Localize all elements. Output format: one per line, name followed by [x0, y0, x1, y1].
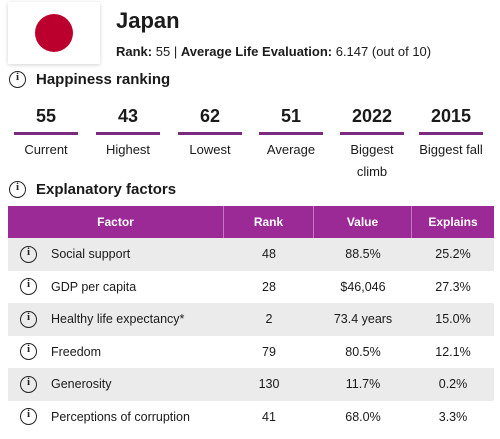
rank-value: 55: [155, 44, 171, 59]
column-header-rank: Rank: [224, 206, 314, 238]
info-icon[interactable]: [20, 245, 37, 263]
table-header: Factor Rank Value Explains: [8, 206, 494, 238]
factor-explains: 3.3%: [438, 409, 468, 424]
stat-biggest-climb: 2022 Biggest climb: [340, 104, 404, 183]
stat-underline: [419, 132, 483, 135]
factor-explains: 27.3%: [435, 279, 471, 294]
column-header-factor: Factor: [8, 206, 224, 238]
info-icon[interactable]: [20, 310, 37, 328]
stat-label: Average: [266, 142, 316, 157]
factor-rank: 48: [262, 247, 276, 262]
factor-rank: 130: [258, 377, 280, 392]
factor-name: Generosity: [51, 377, 112, 392]
stat-value: 43: [117, 106, 139, 126]
explanatory-factors-header: Explanatory factors: [9, 181, 176, 198]
info-icon[interactable]: [20, 375, 37, 393]
stat-underline: [178, 132, 242, 135]
stat-value: 51: [280, 106, 302, 126]
stat-lowest: 62 Lowest: [178, 104, 242, 161]
stat-underline: [340, 132, 404, 135]
happiness-ranking-title: Happiness ranking: [36, 71, 171, 88]
stat-underline: [14, 132, 78, 135]
factor-value: 88.5%: [345, 247, 381, 262]
info-icon[interactable]: [9, 71, 26, 88]
separator: |: [173, 44, 178, 59]
stat-value: 62: [199, 106, 221, 126]
factor-rank: 28: [262, 279, 276, 294]
info-icon[interactable]: [20, 278, 37, 296]
factor-name: Healthy life expectancy*: [51, 312, 185, 327]
factor-value: 73.4 years: [333, 312, 393, 327]
stat-current: 55 Current: [14, 104, 78, 161]
stat-value: 55: [35, 106, 57, 126]
factors-table: Factor Rank Value Explains Social suppor…: [8, 206, 494, 433]
stat-underline: [259, 132, 323, 135]
column-header-value: Value: [314, 206, 412, 238]
info-icon[interactable]: [20, 408, 37, 426]
stat-label: Current: [24, 142, 68, 157]
table-row: Freedom 79 80.5% 12.1%: [8, 336, 494, 369]
table-row: Generosity 130 11.7% 0.2%: [8, 368, 494, 401]
stat-label: Biggest climb: [350, 142, 394, 179]
stat-value: 2022: [351, 106, 393, 126]
stat-average: 51 Average: [259, 104, 323, 161]
ale-label: Average Life Evaluation:: [180, 44, 333, 59]
factor-value: $46,046: [340, 279, 386, 294]
country-title: Japan: [116, 8, 180, 33]
ranking-stats: 55 Current 43 Highest 62 Lowest 51 Avera…: [14, 104, 494, 180]
stat-biggest-fall: 2015 Biggest fall: [419, 104, 483, 161]
flag-sun-disc: [35, 14, 73, 52]
factor-name: GDP per capita: [51, 279, 137, 294]
explanatory-factors-title: Explanatory factors: [36, 181, 177, 198]
happiness-ranking-header: Happiness ranking: [9, 71, 170, 88]
table-row: Healthy life expectancy* 2 73.4 years 15…: [8, 303, 494, 336]
table-row: Social support 48 88.5% 25.2%: [8, 238, 494, 271]
factor-explains: 15.0%: [435, 312, 471, 327]
rank-label: Rank:: [116, 44, 153, 59]
info-icon[interactable]: [20, 343, 37, 361]
factor-explains: 0.2%: [438, 377, 468, 392]
factor-rank: 79: [262, 344, 276, 359]
ale-value: 6.147 (out of 10): [335, 44, 432, 59]
factor-name: Social support: [51, 247, 131, 262]
factor-value: 68.0%: [345, 409, 381, 424]
factor-explains: 25.2%: [435, 247, 471, 262]
factor-rank: 2: [265, 312, 273, 327]
table-row: Perceptions of corruption 41 68.0% 3.3%: [8, 401, 494, 434]
factor-value: 80.5%: [345, 344, 381, 359]
stat-highest: 43 Highest: [96, 104, 160, 161]
stat-label: Lowest: [189, 142, 231, 157]
stat-value: 2015: [430, 106, 472, 126]
factor-rank: 41: [262, 409, 276, 424]
factor-explains: 12.1%: [435, 344, 471, 359]
column-header-explains: Explains: [428, 215, 478, 229]
factor-name: Perceptions of corruption: [51, 409, 190, 424]
table-row: GDP per capita 28 $46,046 27.3%: [8, 271, 494, 304]
info-icon[interactable]: [9, 181, 26, 198]
factor-value: 11.7%: [345, 377, 381, 392]
stat-underline: [96, 132, 160, 135]
rank-summary: Rank: 55 | Average Life Evaluation: 6.14…: [116, 44, 431, 59]
flag-japan: [8, 2, 100, 64]
factor-name: Freedom: [51, 344, 102, 359]
stat-label: Highest: [105, 142, 151, 157]
stat-label: Biggest fall: [419, 142, 483, 157]
